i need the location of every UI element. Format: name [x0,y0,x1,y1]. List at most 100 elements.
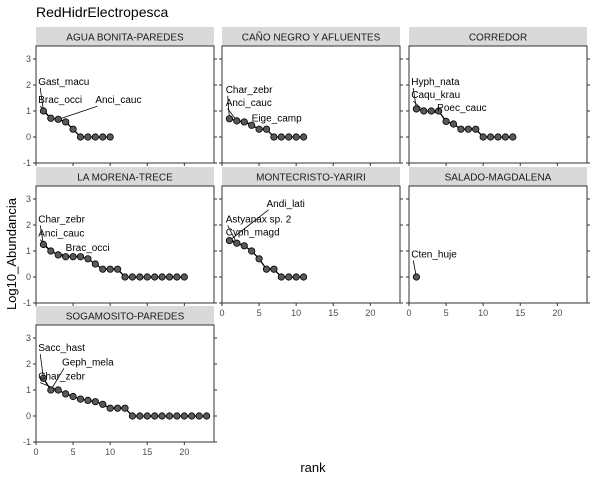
data-point [106,265,114,273]
data-point [128,273,137,281]
data-point [106,404,114,412]
facet-panels: AGUA BONITA-PAREDES-10123Gast_macuBrac_o… [23,27,590,457]
x-tick-label: 5 [71,447,76,457]
y-tick-label: 3 [26,194,31,204]
data-point [143,412,151,420]
data-point [427,107,435,115]
y-tick-label: 1 [26,106,31,116]
y-tick-label: 3 [26,54,31,64]
panel-strip [409,27,587,46]
panel-frame [408,185,588,304]
species-label: Anci_cauc [95,95,141,106]
y-tick-label: 2 [26,359,31,369]
x-tick-label: 15 [515,308,525,318]
x-tick-label: 0 [406,308,411,318]
species-label: Gast_macu [38,77,89,88]
data-point [165,412,174,420]
panel: AGUA BONITA-PAREDES -1 0 1 2 3 Gast_macu Brac_o… [23,27,217,168]
data-point [39,240,48,249]
data-point [62,253,70,261]
data-point [292,133,300,141]
species-label: Brac_occi [66,243,110,254]
data-point [91,133,99,141]
data-point [99,133,107,141]
label-leader [227,95,230,119]
data-point [47,386,55,394]
species-label: Char_zebr [226,85,273,96]
data-point [494,133,502,141]
data-point [113,265,122,273]
data-point [501,133,510,141]
data-point [121,273,129,281]
x-tick-label: 5 [444,308,449,318]
data-point [412,273,421,281]
data-point [420,107,428,115]
species-label: Char_zebr [38,372,85,383]
label-leader [39,353,44,379]
data-point [240,118,248,126]
panel-strip-label: SALADO-MAGDALENA [445,173,552,184]
y-tick-label: 0 [26,132,31,142]
data-point [255,255,263,263]
data-point [299,133,308,141]
panel: MONTECRISTO-YARIRI 0 5 10 15 20 Andi_lati Astya… [219,167,403,318]
panel-frame [35,185,215,304]
panel-strip-label: CORREDOR [469,33,527,44]
data-point [84,396,92,404]
data-point [292,273,300,281]
y-tick-label: -1 [23,158,31,168]
data-point [225,237,234,245]
species-label: Char_zebr [38,214,85,225]
y-tick-label: 1 [26,385,31,395]
data-point [47,247,55,255]
panel-strip-label: MONTECRISTO-YARIRI [256,173,366,184]
data-point [262,265,271,273]
data-point [84,133,92,141]
data-point [180,273,188,281]
panel-strip-label: SOGAMOSITO-PAREDES [66,312,185,323]
data-point [277,273,285,281]
data-point [270,265,278,273]
data-point [62,118,70,126]
data-point [442,117,450,126]
data-point [270,133,278,141]
x-tick-label: 15 [328,308,338,318]
species-label: Andi_lati [267,199,305,210]
data-point [91,260,99,268]
series-line [42,110,111,138]
species-label: Cten_huje [411,250,457,261]
species-label: Sacc_hast [38,343,85,354]
data-point [136,273,144,281]
panel-frame [35,324,215,443]
data-point [54,386,62,394]
data-point [449,120,458,128]
data-point [486,133,495,141]
label-leader [50,368,65,391]
data-point [76,395,85,403]
panel-frame [35,45,215,164]
panel-strip-label: CAÑO NEGRO Y AFLUENTES [242,31,381,44]
x-tick-label: 15 [142,447,152,457]
species-label: Cyph_magd [226,227,280,238]
data-point [128,412,137,420]
y-axis-title: Log10_Abundancia [4,197,19,310]
data-point [173,412,181,420]
label-leader [58,105,98,120]
species-label: Poec_cauc [437,103,486,114]
x-tick-label: 10 [291,308,301,318]
data-point [188,412,196,420]
data-point [136,412,144,420]
data-point [285,133,293,141]
data-point [158,273,166,281]
data-point [472,125,480,133]
data-point [76,253,85,261]
data-point [173,273,181,281]
data-point [113,404,122,412]
data-point [54,115,62,123]
data-point [464,125,472,133]
data-point [233,117,241,125]
chart-title: RedHidrElectropesca [36,4,168,20]
data-point [84,255,92,263]
data-point [240,242,248,250]
